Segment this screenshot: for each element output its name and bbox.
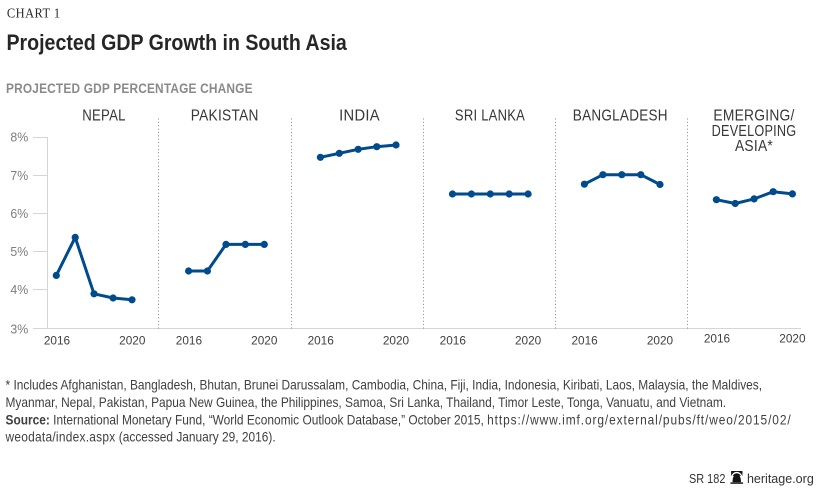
svg-text:2016: 2016 xyxy=(704,331,731,345)
svg-text:2016: 2016 xyxy=(440,334,467,348)
svg-text:6%: 6% xyxy=(10,207,28,221)
svg-text:BANGLADESH: BANGLADESH xyxy=(573,108,668,125)
svg-text:2020: 2020 xyxy=(515,334,542,348)
svg-text:ASIA*: ASIA* xyxy=(735,138,773,155)
svg-text:NEPAL: NEPAL xyxy=(82,108,125,125)
svg-text:INDIA: INDIA xyxy=(339,107,380,124)
svg-text:4%: 4% xyxy=(10,283,28,297)
svg-text:SRI LANKA: SRI LANKA xyxy=(455,108,525,125)
svg-text:Source: International Monetary: Source: International Monetary Fund, “Wo… xyxy=(6,411,792,427)
svg-text:Projected GDP Growth in South: Projected GDP Growth in South Asia xyxy=(7,31,348,55)
svg-text:* Includes Afghanistan, Bangla: * Includes Afghanistan, Bangladesh, Bhut… xyxy=(6,377,763,393)
svg-text:weodata/index.aspx (accessed J: weodata/index.aspx (accessed January 29,… xyxy=(5,429,276,445)
svg-text:8%: 8% xyxy=(10,130,28,144)
svg-text:PROJECTED GDP PERCENTAGE CHANG: PROJECTED GDP PERCENTAGE CHANGE xyxy=(6,80,253,96)
svg-text:7%: 7% xyxy=(10,169,28,183)
svg-text:3%: 3% xyxy=(10,322,28,336)
svg-text:DEVELOPING: DEVELOPING xyxy=(712,122,797,140)
svg-text:2020: 2020 xyxy=(647,334,674,348)
svg-text:2016: 2016 xyxy=(571,334,598,348)
svg-text:CHART 1: CHART 1 xyxy=(7,5,61,21)
svg-text:EMERGING/: EMERGING/ xyxy=(713,108,795,125)
svg-text:heritage.org: heritage.org xyxy=(747,471,814,486)
svg-text:2016: 2016 xyxy=(44,334,71,348)
svg-text:2020: 2020 xyxy=(119,334,146,348)
svg-text:Myanmar, Nepal, Pakistan, Papu: Myanmar, Nepal, Pakistan, Papua New Guin… xyxy=(6,394,727,410)
svg-text:2020: 2020 xyxy=(251,334,278,348)
svg-text:2016: 2016 xyxy=(176,334,203,348)
svg-text:2020: 2020 xyxy=(779,331,806,345)
svg-text:PAKISTAN: PAKISTAN xyxy=(191,108,259,125)
svg-text:2016: 2016 xyxy=(308,334,335,348)
svg-text:2020: 2020 xyxy=(383,334,410,348)
svg-text:SR 182: SR 182 xyxy=(689,471,726,486)
svg-text:5%: 5% xyxy=(10,245,28,259)
